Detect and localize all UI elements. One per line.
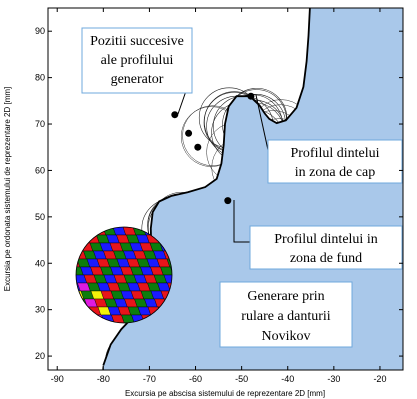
x-tick-label: -80 [97, 374, 110, 384]
annotation-positions-line3: generator [111, 72, 164, 87]
tool-position-point [224, 197, 232, 205]
annotation-root-line1: Profilul dintelui in [274, 232, 377, 247]
y-tick-label: 60 [35, 165, 45, 175]
plot-frame [47, 7, 404, 371]
y-tick-label: 30 [35, 305, 45, 315]
annotation-generation-line3: Novikov [262, 329, 311, 344]
tool-position-point [185, 129, 193, 137]
x-tick-label: -50 [235, 374, 248, 384]
annotation-head-line2: in zona de cap [295, 165, 375, 180]
tool-tile [37, 235, 50, 243]
tool-position-point [247, 92, 255, 100]
tool-position-point [171, 111, 179, 119]
x-axis-label: Excursia pe abscisa sistemului de reprez… [125, 389, 325, 398]
annotation-generation-line1: Generare prin [247, 289, 324, 304]
axis-ticks: -90 -80 -70 -60 -50 -40 -30 -20 20 30 40 50 60 70 80 90 [35, 8, 403, 384]
tool-position-points [171, 92, 255, 205]
y-tick-label: 70 [35, 119, 45, 129]
y-tick-label: 50 [35, 212, 45, 222]
annotation-head-line1: Profilul dintelui [290, 146, 379, 161]
tool-tile [163, 274, 172, 284]
x-tick-label: -30 [327, 374, 340, 384]
annotation-generation-line2: rulare a danturii [241, 309, 331, 324]
x-tick-label: -40 [281, 374, 294, 384]
leader-line-head [255, 94, 269, 151]
tooth-region [103, 8, 403, 370]
tool-tile [160, 266, 172, 276]
x-tick-label: -70 [143, 374, 156, 384]
tool-tile [33, 227, 46, 235]
y-tick-label: 40 [35, 258, 45, 268]
tool-tile [121, 314, 135, 323]
y-tick-label: 80 [35, 73, 45, 83]
leader-line-root [233, 200, 250, 243]
annotation-positions-line1: Pozitii succesive [90, 34, 184, 49]
x-tick-label: -60 [189, 374, 202, 384]
generating-tool-border [75, 226, 173, 324]
annotation-root: Profilul dintelui in zona de fund [249, 225, 403, 270]
annotation-box-root [249, 225, 403, 270]
annotation-generation: Generare prin rulare a danturii Novikov [219, 281, 353, 348]
annotation-box-generation [219, 281, 353, 348]
annotation-box-positions [81, 27, 193, 94]
annotation-positions-line2: ale profilului [101, 53, 174, 68]
annotation-root-line2: zona de fund [290, 251, 362, 266]
x-tick-label: -90 [51, 374, 64, 384]
tool-tile [111, 314, 125, 323]
y-tick-label: 90 [35, 26, 45, 36]
annotation-positions: Pozitii succesive ale profilului generat… [81, 27, 193, 94]
annotation-box-head [267, 139, 403, 184]
annotation-head: Profilul dintelui in zona de cap [267, 139, 403, 184]
x-tick-label: -20 [373, 374, 386, 384]
tool-position-point [194, 143, 202, 151]
y-axis-label: Excursia pe ordonata sistemului de repre… [3, 87, 12, 292]
y-tick-label: 20 [35, 351, 45, 361]
